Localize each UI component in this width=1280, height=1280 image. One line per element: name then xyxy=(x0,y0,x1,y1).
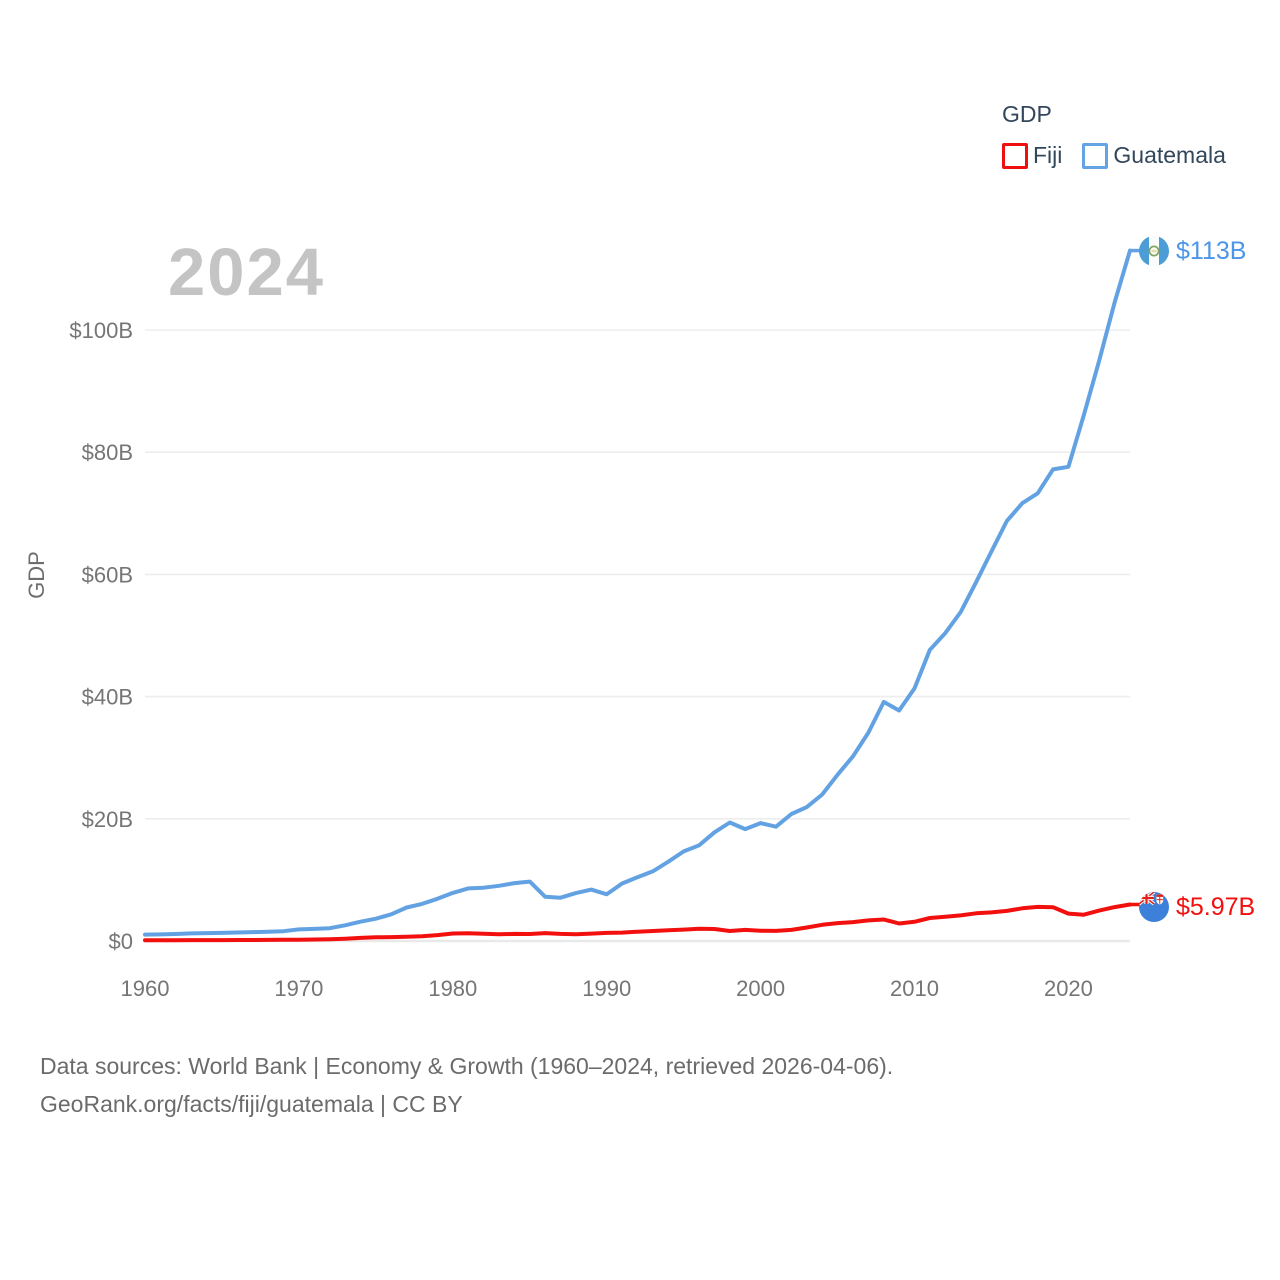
x-tick-label: 1970 xyxy=(274,976,323,1001)
legend-item-guatemala[interactable]: Guatemala xyxy=(1082,142,1226,169)
gdp-line-chart: $0 $20B $40B $60B $80B $100B 1960 1970 1980 1990 2… xyxy=(24,248,1141,1001)
attribution-line: GeoRank.org/facts/fiji/guatemala | CC BY xyxy=(40,1091,463,1117)
x-tick-label: 1980 xyxy=(428,976,477,1001)
fiji-series-checkbox[interactable] xyxy=(1002,142,1028,169)
x-tick-label: 2000 xyxy=(736,976,785,1001)
x-tick-label: 2020 xyxy=(1044,976,1093,1001)
legend-item-fiji[interactable]: Fiji xyxy=(1002,142,1062,169)
y-tick-label: $60B xyxy=(82,562,133,587)
fiji-line xyxy=(143,902,1132,943)
guatemala-flag-icon xyxy=(1139,236,1169,266)
guatemala-line xyxy=(143,248,1132,937)
guatemala-end-value: $113B xyxy=(1176,236,1247,265)
y-tick-label: $100B xyxy=(69,318,133,343)
y-tick-label: $80B xyxy=(82,440,133,465)
legend-label-fiji: Fiji xyxy=(1033,142,1063,168)
data-sources-footer: Data sources: World Bank | Economy & Gro… xyxy=(40,1047,893,1123)
year-watermark: 2024 xyxy=(168,235,326,310)
x-tick-label: 2010 xyxy=(890,976,939,1001)
legend-label-guatemala: Guatemala xyxy=(1113,142,1226,168)
y-tick-label: $20B xyxy=(82,807,133,832)
legend-items: Fiji Guatemala xyxy=(1002,142,1226,169)
fiji-flag-icon xyxy=(1139,892,1169,922)
fiji-end-label: $5.97B xyxy=(1139,892,1255,922)
guatemala-end-label: $113B xyxy=(1139,236,1246,266)
legend-title: GDP xyxy=(1002,101,1052,127)
chart-legend: GDP Fiji Guatemala xyxy=(1002,101,1226,169)
y-tick-label: $0 xyxy=(109,929,133,954)
data-sources-line: Data sources: World Bank | Economy & Gro… xyxy=(40,1053,894,1079)
fiji-end-value: $5.97B xyxy=(1176,892,1256,921)
guatemala-series-checkbox[interactable] xyxy=(1082,142,1109,169)
y-axis-title: GDP xyxy=(24,551,49,599)
x-tick-label: 1960 xyxy=(121,976,170,1001)
y-tick-label: $40B xyxy=(82,685,133,710)
x-tick-label: 1990 xyxy=(582,976,631,1001)
